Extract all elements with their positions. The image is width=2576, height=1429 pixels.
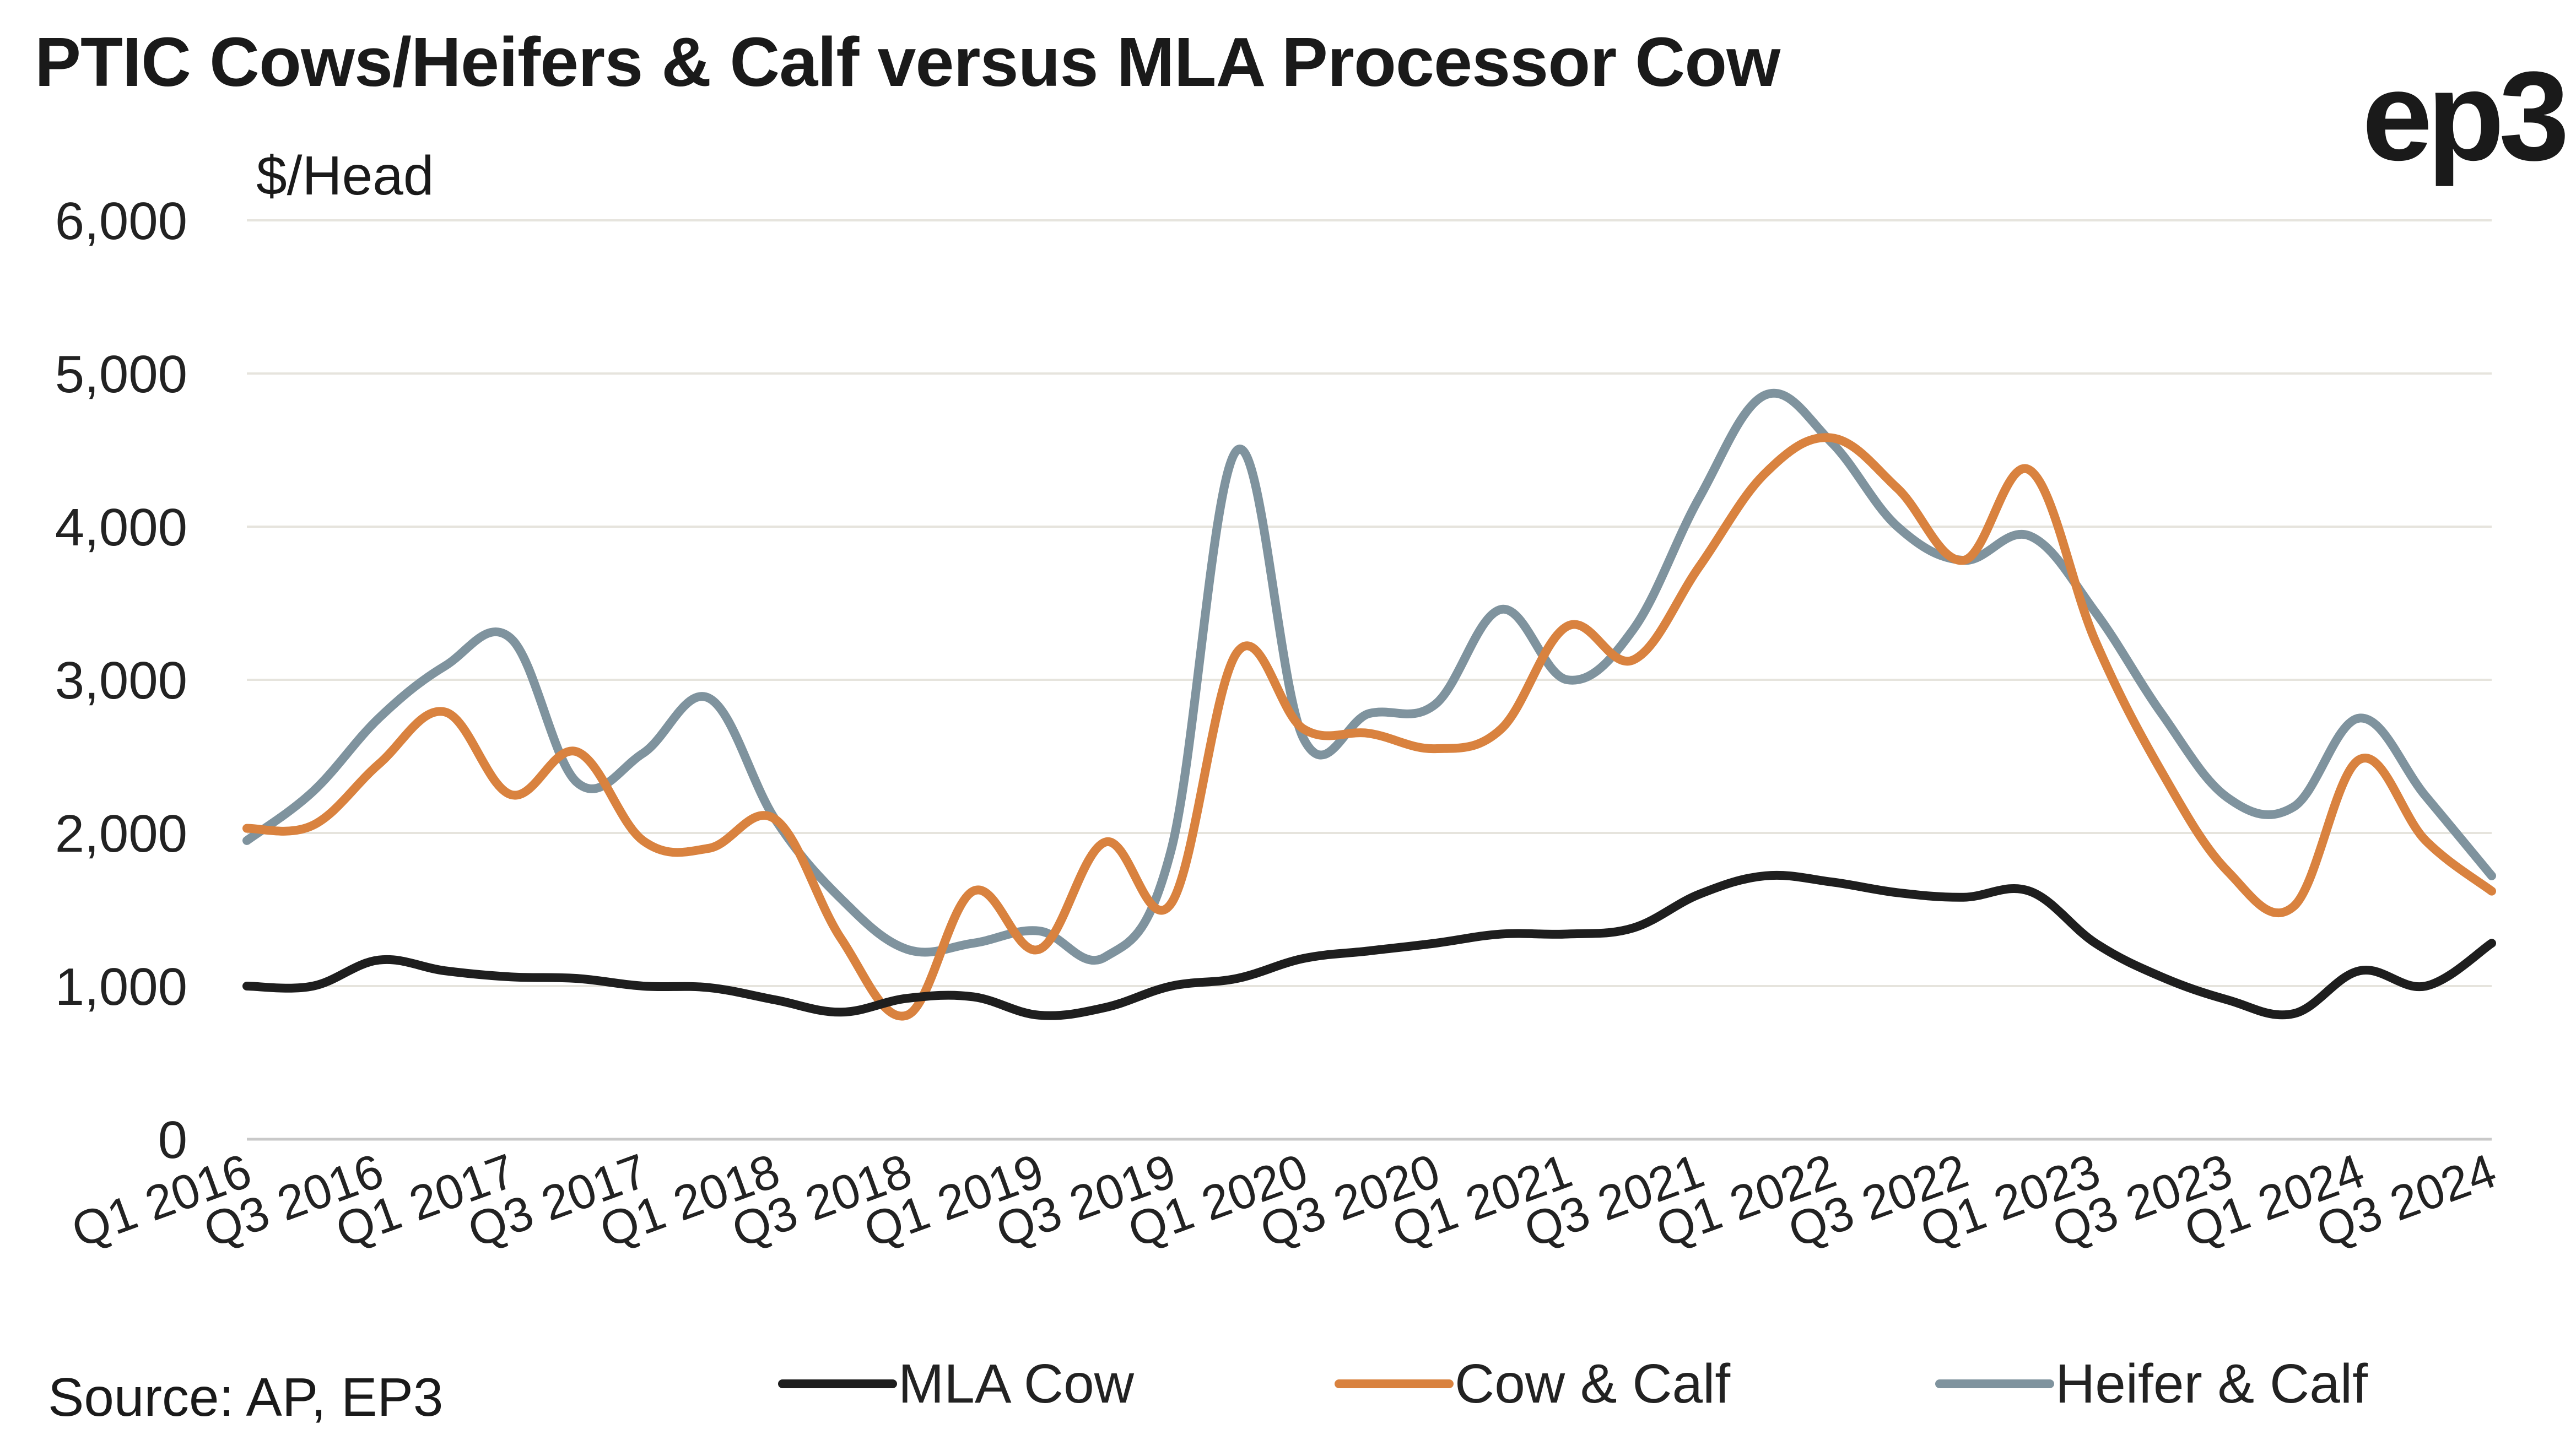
y-tick-label: 2,000	[55, 804, 187, 863]
y-tick-label: 4,000	[55, 498, 187, 557]
series-line-heifer-calf	[242, 388, 2496, 965]
source-note: Source: AP, EP3	[48, 1367, 444, 1427]
y-axis-unit-label: $/Head	[256, 145, 434, 207]
series-line-mla-cow	[242, 870, 2496, 1020]
legend-label: Cow & Calf	[1455, 1353, 1730, 1415]
y-tick-label: 3,000	[55, 651, 187, 710]
chart-title: PTIC Cows/Heifers & Calf versus MLA Proc…	[35, 23, 1780, 101]
y-tick-label: 5,000	[55, 345, 187, 404]
y-tick-labels: 0 1,000 2,000 3,000 4,000 5,000 6,000	[55, 192, 187, 1170]
series-lines	[242, 388, 2496, 1021]
y-tick-label: 6,000	[55, 192, 187, 251]
gridlines	[247, 219, 2492, 1141]
legend-label: Heifer & Calf	[2055, 1353, 2368, 1415]
series-line-cow-calf	[242, 433, 2496, 1021]
ep3-logo: ep3	[2362, 45, 2569, 187]
legend: MLA Cow Cow & Calf Heifer & Calf	[778, 1353, 2368, 1415]
y-tick-label: 1,000	[55, 957, 187, 1016]
legend-label: MLA Cow	[898, 1353, 1135, 1415]
y-tick-label: 0	[158, 1111, 187, 1170]
